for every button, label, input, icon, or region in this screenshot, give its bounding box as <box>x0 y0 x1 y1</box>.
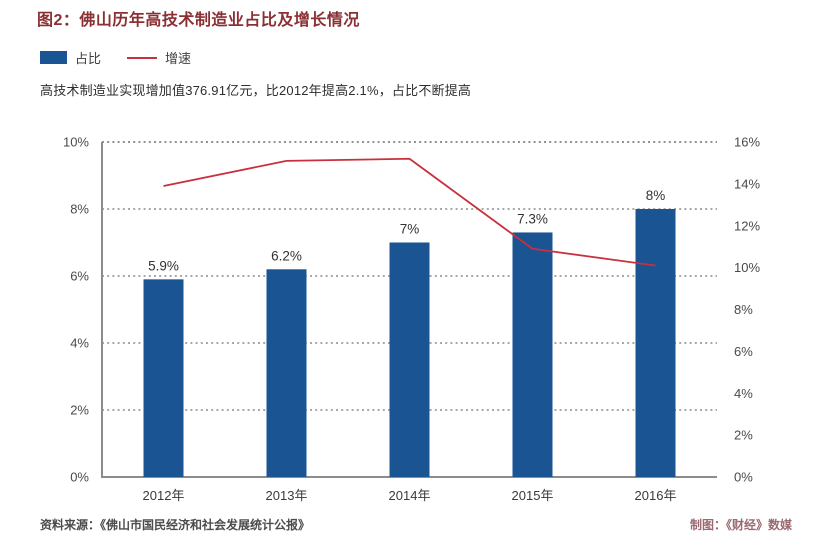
growth-line <box>163 157 656 267</box>
source-note: 资料来源：《佛山市国民经济和社会发展统计公报》 <box>40 518 311 532</box>
bar-value-label: 7% <box>400 222 420 237</box>
combo-bar-line-chart: 0% 2% 4% 6% 8% 10% 0% 2% 4% 6% 8% 10% 12% 14% 16% 5.9% 6… <box>63 135 760 504</box>
bar-value-label: 5.9% <box>148 258 179 273</box>
right-axis-tick: 2% <box>734 428 753 443</box>
bar-value-label: 6.2% <box>271 248 302 263</box>
legend-label-growth: 增速 <box>165 51 192 66</box>
bar-value-label: 7.3% <box>517 211 548 226</box>
bar-2014年 <box>389 242 430 477</box>
bar-2013年 <box>266 269 307 477</box>
bar-swatch-icon <box>40 51 67 64</box>
legend: 占比 增速 <box>40 48 191 67</box>
x-axis-tick: 2016年 <box>635 488 677 503</box>
x-axis-tick: 2012年 <box>143 488 185 503</box>
credit-note: 制图：《财经》数媒 <box>689 518 792 532</box>
bar-2015年 <box>512 232 553 477</box>
x-axis-tick: 2014年 <box>389 488 431 503</box>
left-axis-tick: 4% <box>70 336 89 351</box>
left-axis-tick: 0% <box>70 470 89 485</box>
right-axis-tick: 12% <box>734 218 760 233</box>
right-axis-tick: 8% <box>734 302 753 317</box>
left-axis-tick: 10% <box>63 135 89 150</box>
right-axis-tick: 0% <box>734 470 753 485</box>
legend-item-share: 占比 <box>40 48 101 67</box>
bar-2016年 <box>635 209 676 477</box>
bar-2012年 <box>143 279 184 477</box>
left-axis-tick: 2% <box>70 403 89 418</box>
left-axis-tick: 8% <box>70 202 89 217</box>
line-swatch-icon <box>127 56 158 59</box>
chart-subtitle: 高技术制造业实现增加值376.91亿元，比2012年提高2.1%，占比不断提高 <box>40 83 472 98</box>
bar-value-label: 8% <box>646 188 666 203</box>
chart-title: 图2：佛山历年高技术制造业占比及增长情况 <box>37 12 360 29</box>
right-axis-tick: 4% <box>734 386 753 401</box>
right-axis-tick: 16% <box>734 135 760 150</box>
legend-label-share: 占比 <box>75 51 102 66</box>
left-axis-tick: 6% <box>70 269 89 284</box>
right-axis-tick: 14% <box>734 176 760 191</box>
x-axis-tick: 2013年 <box>266 488 308 503</box>
legend-item-growth: 增速 <box>127 48 191 67</box>
right-axis-tick: 10% <box>734 260 760 275</box>
x-axis-tick: 2015年 <box>512 488 554 503</box>
right-axis-tick: 6% <box>734 344 753 359</box>
